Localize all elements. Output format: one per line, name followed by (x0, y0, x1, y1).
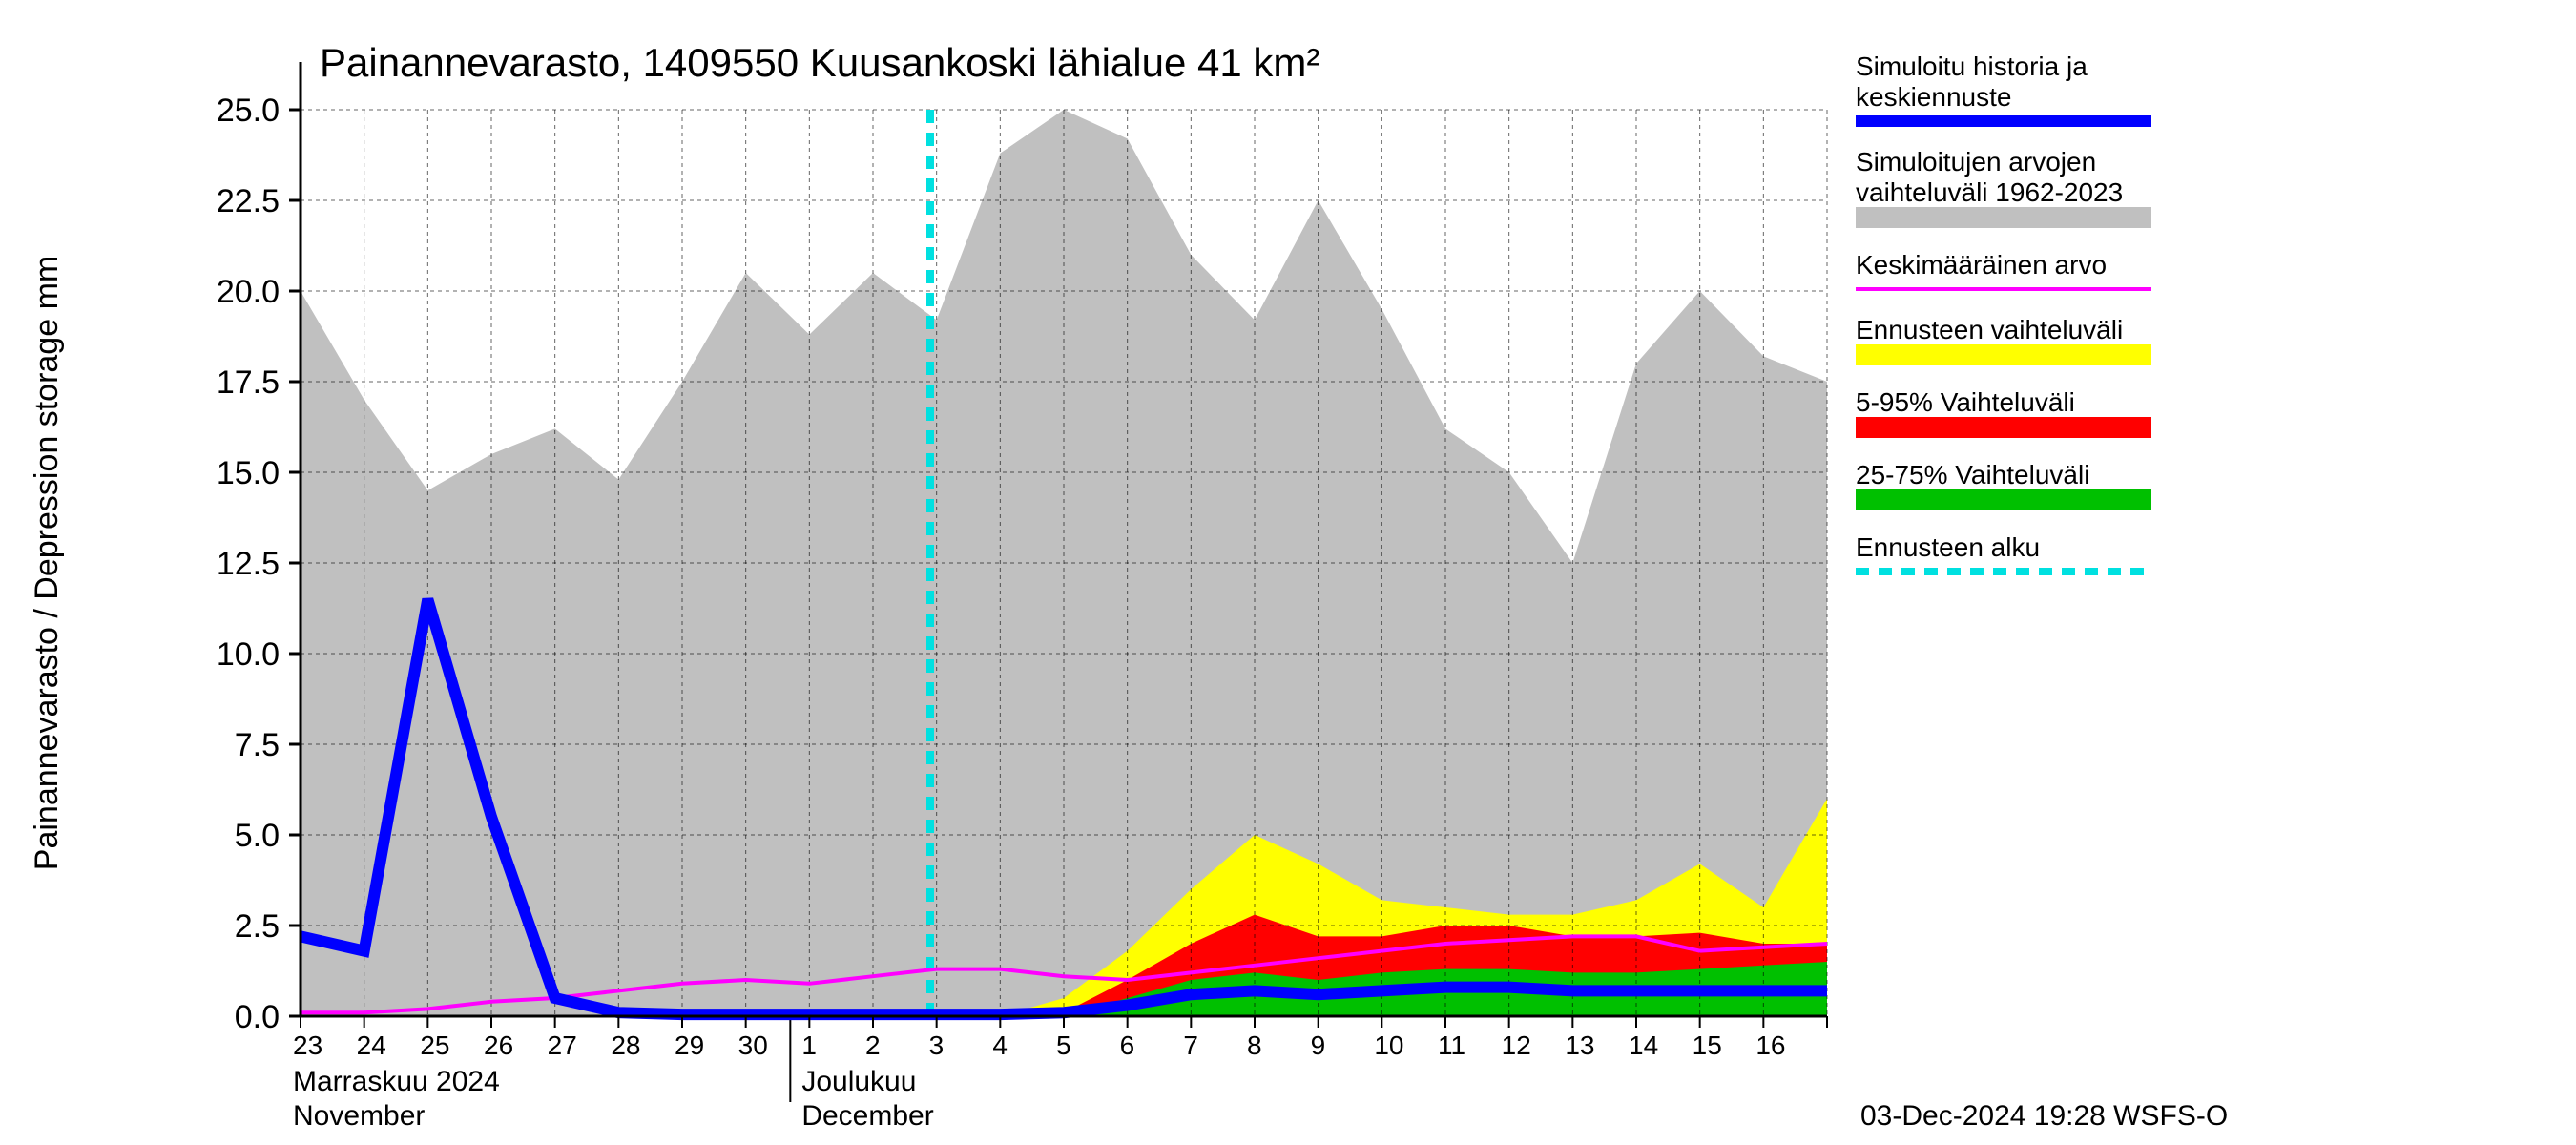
svg-text:Simuloitujen arvojen: Simuloitujen arvojen (1856, 147, 2096, 177)
svg-text:12.5: 12.5 (217, 546, 280, 582)
footer-timestamp: 03-Dec-2024 19:28 WSFS-O (1860, 1100, 2228, 1132)
svg-text:keskiennuste: keskiennuste (1856, 82, 2011, 112)
chart-title: Painannevarasto, 1409550 Kuusankoski läh… (320, 40, 1319, 85)
svg-text:vaihteluväli 1962-2023: vaihteluväli 1962-2023 (1856, 177, 2123, 207)
chart-container: 0.0 2.5 5.0 7.5 10.0 12.5 15.0 17.5 20.0 22.5 25.0… (0, 0, 2576, 1145)
svg-text:4: 4 (992, 1030, 1008, 1060)
svg-text:14: 14 (1629, 1030, 1658, 1060)
svg-text:24: 24 (357, 1030, 386, 1060)
svg-text:5: 5 (1056, 1030, 1071, 1060)
svg-text:27: 27 (548, 1030, 577, 1060)
svg-text:20.0: 20.0 (217, 274, 280, 310)
svg-text:5.0: 5.0 (235, 818, 280, 854)
svg-text:15: 15 (1693, 1030, 1722, 1060)
svg-text:10: 10 (1374, 1030, 1403, 1060)
svg-text:3: 3 (929, 1030, 945, 1060)
svg-text:22.5: 22.5 (217, 183, 280, 219)
svg-text:17.5: 17.5 (217, 364, 280, 401)
svg-text:13: 13 (1565, 1030, 1594, 1060)
svg-text:0.0: 0.0 (235, 999, 280, 1035)
svg-text:December: December (801, 1100, 933, 1132)
svg-text:2: 2 (865, 1030, 881, 1060)
svg-text:Keskimääräinen arvo: Keskimääräinen arvo (1856, 250, 2107, 280)
legend-swatch (1856, 417, 2151, 438)
svg-text:November: November (293, 1100, 425, 1132)
svg-text:28: 28 (611, 1030, 640, 1060)
svg-text:23: 23 (293, 1030, 322, 1060)
legend-swatch (1856, 489, 2151, 510)
svg-text:Marraskuu 2024: Marraskuu 2024 (293, 1066, 500, 1097)
svg-text:2.5: 2.5 (235, 908, 280, 945)
svg-text:30: 30 (738, 1030, 768, 1060)
svg-text:6: 6 (1120, 1030, 1135, 1060)
svg-text:12: 12 (1502, 1030, 1531, 1060)
svg-text:8: 8 (1247, 1030, 1262, 1060)
legend-swatch (1856, 344, 2151, 365)
svg-text:9: 9 (1311, 1030, 1326, 1060)
svg-text:16: 16 (1755, 1030, 1785, 1060)
chart-svg: 0.0 2.5 5.0 7.5 10.0 12.5 15.0 17.5 20.0 22.5 25.0… (0, 0, 2576, 1145)
svg-text:Ennusteen alku: Ennusteen alku (1856, 532, 2040, 562)
y-axis-label: Painannevarasto / Depression storage mm (29, 256, 65, 870)
legend-swatch (1856, 207, 2151, 228)
svg-text:7.5: 7.5 (235, 727, 280, 763)
svg-text:25: 25 (420, 1030, 449, 1060)
svg-text:15.0: 15.0 (217, 455, 280, 491)
svg-text:Simuloitu historia ja: Simuloitu historia ja (1856, 52, 2088, 81)
svg-text:26: 26 (484, 1030, 513, 1060)
svg-text:7: 7 (1183, 1030, 1198, 1060)
svg-text:25-75% Vaihteluväli: 25-75% Vaihteluväli (1856, 460, 2089, 489)
svg-text:25.0: 25.0 (217, 93, 280, 129)
svg-text:11: 11 (1438, 1030, 1465, 1060)
svg-text:29: 29 (675, 1030, 704, 1060)
svg-text:Ennusteen vaihteluväli: Ennusteen vaihteluväli (1856, 315, 2123, 344)
svg-text:1: 1 (801, 1030, 817, 1060)
svg-text:5-95% Vaihteluväli: 5-95% Vaihteluväli (1856, 387, 2075, 417)
svg-text:Joulukuu: Joulukuu (801, 1066, 916, 1097)
svg-text:10.0: 10.0 (217, 636, 280, 673)
